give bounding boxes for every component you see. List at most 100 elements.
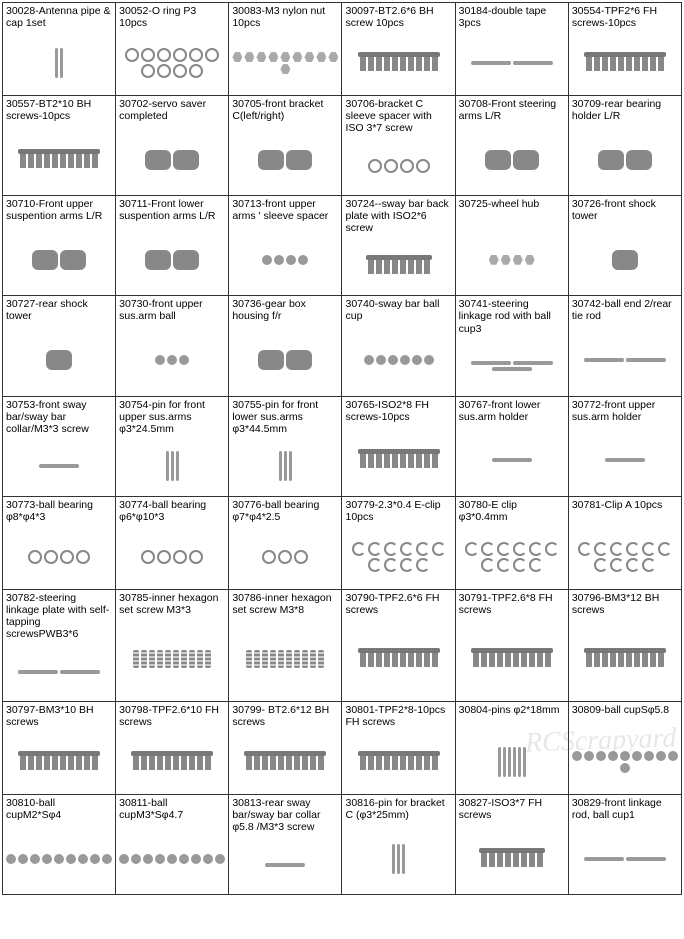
part-label: 30791-TPF2.6*8 FH screws <box>456 590 568 618</box>
part-label: 30557-BT2*10 BH screws-10pcs <box>3 96 115 124</box>
part-label: 30829-front linkage rod, ball cup1 <box>569 795 681 823</box>
part-illustration <box>3 642 115 701</box>
part-illustration <box>342 425 454 496</box>
part-label: 30810-ball cupM2*Sφ4 <box>3 795 115 823</box>
part-illustration <box>229 618 341 701</box>
part-label: 30727-rear shock tower <box>3 296 115 324</box>
part-illustration <box>116 437 228 496</box>
part-label: 30782-steering linkage plate with self-t… <box>3 590 115 642</box>
part-label: 30753-front sway bar/sway bar collar/M3*… <box>3 397 115 437</box>
part-label: 30779-2.3*0.4 E-clip 10pcs <box>342 497 454 525</box>
part-cell: 30791-TPF2.6*8 FH screws <box>456 590 569 702</box>
part-cell: 30742-ball end 2/rear tie rod <box>569 296 682 396</box>
part-illustration <box>229 525 341 589</box>
parts-grid: 30028-Antenna pipe & cap 1set30052-O rin… <box>2 2 682 895</box>
part-label: 30781-Clip A 10pcs <box>569 497 681 525</box>
part-cell: 30767-front lower sus.arm holder <box>456 397 569 497</box>
part-cell: 30710-Front upper suspention arms L/R <box>3 196 116 296</box>
part-cell: 30780-E clip φ3*0.4mm <box>456 497 569 590</box>
part-label: 30754-pin for front upper sus.arms φ3*24… <box>116 397 228 437</box>
part-illustration <box>229 730 341 794</box>
part-illustration <box>569 730 681 794</box>
part-illustration <box>456 425 568 496</box>
part-label: 30813-rear sway bar/sway bar collar φ5.8… <box>229 795 341 835</box>
part-cell: 30799- BT2.6*12 BH screws <box>229 702 342 795</box>
part-label: 30755-pin for front lower sus.arms φ3*44… <box>229 397 341 437</box>
part-illustration <box>456 730 568 794</box>
part-label: 30736-gear box housing f/r <box>229 296 341 324</box>
part-illustration <box>569 224 681 295</box>
part-cell: 30801-TPF2*8-10pcs FH screws <box>342 702 455 795</box>
part-illustration <box>116 730 228 794</box>
part-cell: 30554-TPF2*6 FH screws-10pcs <box>569 3 682 96</box>
part-cell: 30702-servo saver completed <box>116 96 229 196</box>
part-cell: 30804-pins φ2*18mm <box>456 702 569 795</box>
part-illustration <box>456 618 568 701</box>
part-label: 30809-ball cupSφ5.8 <box>569 702 681 730</box>
part-label: 30790-TPF2.6*6 FH screws <box>342 590 454 618</box>
part-cell: 30726-front shock tower <box>569 196 682 296</box>
part-label: 30711-Front lower suspention arms L/R <box>116 196 228 224</box>
part-illustration <box>456 224 568 295</box>
part-illustration <box>3 730 115 794</box>
part-cell: 30557-BT2*10 BH screws-10pcs <box>3 96 116 196</box>
part-label: 30713-front upper arms ' sleeve spacer <box>229 196 341 224</box>
part-cell: 30705-front bracket C(left/right) <box>229 96 342 196</box>
part-label: 30726-front shock tower <box>569 196 681 224</box>
part-illustration <box>569 525 681 589</box>
part-label: 30708-Front steering arms L/R <box>456 96 568 124</box>
part-cell: 30785-inner hexagon set screw M3*3 <box>116 590 229 702</box>
part-cell: 30724--sway bar back plate with ISO2*6 s… <box>342 196 455 296</box>
part-label: 30554-TPF2*6 FH screws-10pcs <box>569 3 681 31</box>
part-label: 30801-TPF2*8-10pcs FH screws <box>342 702 454 730</box>
part-illustration <box>3 325 115 396</box>
part-label: 30816-pin for bracket C (φ3*25mm) <box>342 795 454 823</box>
part-illustration <box>569 124 681 195</box>
part-label: 30710-Front upper suspention arms L/R <box>3 196 115 224</box>
part-illustration <box>3 525 115 589</box>
part-label: 30773-ball bearing φ8*φ4*3 <box>3 497 115 525</box>
part-cell: 30184-double tape 3pcs <box>456 3 569 96</box>
part-illustration <box>569 325 681 396</box>
part-label: 30741-steering linkage rod with ball cup… <box>456 296 568 336</box>
part-label: 30796-BM3*12 BH screws <box>569 590 681 618</box>
part-illustration <box>3 437 115 496</box>
part-label: 30767-front lower sus.arm holder <box>456 397 568 425</box>
part-illustration <box>456 525 568 589</box>
part-label: 30709-rear bearing holder L/R <box>569 96 681 124</box>
part-label: 30827-ISO3*7 FH screws <box>456 795 568 823</box>
part-cell: 30708-Front steering arms L/R <box>456 96 569 196</box>
part-illustration <box>456 337 568 396</box>
part-illustration <box>116 618 228 701</box>
part-illustration <box>342 823 454 894</box>
part-label: 30740-sway bar ball cup <box>342 296 454 324</box>
part-illustration <box>3 823 115 894</box>
part-cell: 30816-pin for bracket C (φ3*25mm) <box>342 795 455 895</box>
part-illustration <box>116 525 228 589</box>
part-cell: 30798-TPF2.6*10 FH screws <box>116 702 229 795</box>
part-cell: 30829-front linkage rod, ball cup1 <box>569 795 682 895</box>
part-label: 30730-front upper sus.arm ball <box>116 296 228 324</box>
part-illustration <box>569 618 681 701</box>
part-cell: 30727-rear shock tower <box>3 296 116 396</box>
part-illustration <box>3 224 115 295</box>
part-label: 30804-pins φ2*18mm <box>456 702 568 730</box>
part-cell: 30097-BT2.6*6 BH screw 10pcs <box>342 3 455 96</box>
part-illustration <box>229 224 341 295</box>
part-illustration <box>116 31 228 95</box>
part-cell: 30730-front upper sus.arm ball <box>116 296 229 396</box>
part-cell: 30786-inner hexagon set screw M3*8 <box>229 590 342 702</box>
part-label: 30724--sway bar back plate with ISO2*6 s… <box>342 196 454 236</box>
part-label: 30725-wheel hub <box>456 196 568 224</box>
part-label: 30052-O ring P3 10pcs <box>116 3 228 31</box>
part-illustration <box>342 525 454 589</box>
part-cell: 30776-ball bearing φ7*φ4*2.5 <box>229 497 342 590</box>
part-cell: 30765-ISO2*8 FH screws-10pcs <box>342 397 455 497</box>
part-illustration <box>229 31 341 95</box>
part-label: 30765-ISO2*8 FH screws-10pcs <box>342 397 454 425</box>
part-label: 30776-ball bearing φ7*φ4*2.5 <box>229 497 341 525</box>
part-label: 30742-ball end 2/rear tie rod <box>569 296 681 324</box>
part-illustration <box>3 124 115 195</box>
part-illustration <box>116 224 228 295</box>
part-illustration <box>3 31 115 95</box>
